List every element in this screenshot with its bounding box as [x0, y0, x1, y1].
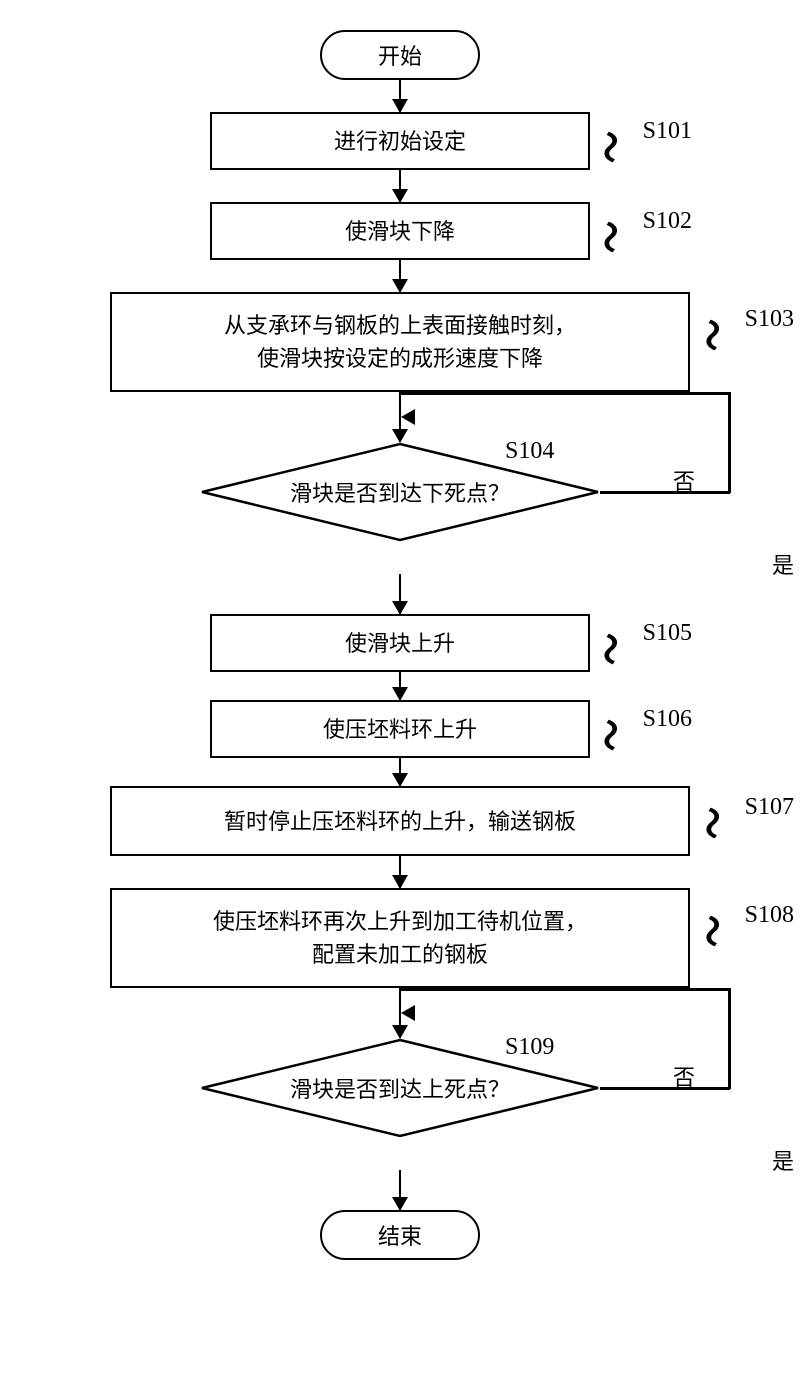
- arrow: [399, 170, 402, 202]
- loop-line: [728, 988, 731, 1089]
- process-s105: 使滑块上升: [210, 614, 590, 672]
- step-s108-wrapper: 使压坯料环再次上升到加工待机位置，配置未加工的钢板 〜 S108: [40, 888, 760, 988]
- arrow: [399, 758, 402, 786]
- step-label-s108: S108: [745, 902, 794, 929]
- step-label-s105: S105: [643, 620, 692, 647]
- process-s103: 从支承环与钢板的上表面接触时刻，使滑块按设定的成形速度下降: [110, 292, 690, 392]
- arrow: [399, 1013, 402, 1038]
- step-s103-wrapper: 从支承环与钢板的上表面接触时刻，使滑块按设定的成形速度下降 〜 S103: [40, 292, 760, 392]
- step-s107-wrapper: 暂时停止压坯料环的上升，输送钢板 〜 S107: [40, 786, 760, 856]
- process-s106: 使压坯料环上升: [210, 700, 590, 758]
- step-label-s102: S102: [643, 208, 692, 235]
- step-label-s107: S107: [745, 794, 794, 821]
- process-s108: 使压坯料环再次上升到加工待机位置，配置未加工的钢板: [110, 888, 690, 988]
- process-s107: 暂时停止压坯料环的上升，输送钢板: [110, 786, 690, 856]
- squiggle-icon: 〜: [582, 633, 642, 665]
- process-text: 从支承环与钢板的上表面接触时刻，使滑块按设定的成形速度下降: [224, 309, 576, 375]
- process-text: 使压坯料环再次上升到加工待机位置，配置未加工的钢板: [213, 905, 587, 971]
- step-s102-wrapper: 使滑块下降 〜 S102: [40, 202, 760, 260]
- loop-line: [600, 1087, 730, 1090]
- flowchart-container: 开始 进行初始设定 〜 S101 使滑块下降 〜 S102 从支承环与钢板的上表…: [40, 30, 760, 1260]
- loop-line: [400, 988, 730, 991]
- end-label: 结束: [378, 1219, 422, 1251]
- step-s101-wrapper: 进行初始设定 〜 S101: [40, 112, 760, 170]
- step-s105-wrapper: 使滑块上升 〜 S105: [40, 614, 760, 672]
- step-s106-wrapper: 使压坯料环上升 〜 S106: [40, 700, 760, 758]
- step-label-s106: S106: [643, 706, 692, 733]
- decision-s104-wrapper: S104 滑块是否到达下死点？ 否: [110, 442, 690, 542]
- squiggle-icon: 〜: [684, 319, 744, 351]
- arrow: [399, 417, 402, 442]
- arrow: [399, 1170, 402, 1210]
- squiggle-icon: 〜: [582, 719, 642, 751]
- squiggle-icon: 〜: [684, 807, 744, 839]
- squiggle-icon: 〜: [684, 915, 744, 947]
- decision-s109: 滑块是否到达上死点？: [200, 1038, 600, 1138]
- start-label: 开始: [378, 39, 422, 71]
- squiggle-icon: 〜: [582, 131, 642, 163]
- arrow: [399, 260, 402, 292]
- squiggle-icon: 〜: [582, 221, 642, 253]
- process-text: 进行初始设定: [334, 125, 466, 158]
- loop-line: [600, 491, 730, 494]
- process-text: 使滑块上升: [345, 627, 455, 660]
- process-text: 使滑块下降: [345, 215, 455, 248]
- arrow: [399, 80, 402, 112]
- loop-line: [400, 392, 730, 395]
- process-s101: 进行初始设定: [210, 112, 590, 170]
- arrow: [399, 574, 402, 614]
- process-text: 使压坯料环上升: [323, 713, 477, 746]
- process-s102: 使滑块下降: [210, 202, 590, 260]
- step-label-s103: S103: [745, 306, 794, 333]
- decision-s104: 滑块是否到达下死点？: [200, 442, 600, 542]
- arrow: [399, 856, 402, 888]
- decision-text: 滑块是否到达下死点？: [290, 476, 510, 508]
- decision-text: 滑块是否到达上死点？: [290, 1072, 510, 1104]
- process-text: 暂时停止压坯料环的上升，输送钢板: [224, 805, 576, 838]
- end-terminator: 结束: [320, 1210, 480, 1260]
- merge-arrow-icon: [401, 1005, 415, 1021]
- step-label-s101: S101: [643, 118, 692, 145]
- loop-line: [728, 392, 731, 493]
- arrow: [399, 672, 402, 700]
- merge-arrow-icon: [401, 409, 415, 425]
- start-terminator: 开始: [320, 30, 480, 80]
- decision-s109-wrapper: S109 滑块是否到达上死点？ 否: [110, 1038, 690, 1138]
